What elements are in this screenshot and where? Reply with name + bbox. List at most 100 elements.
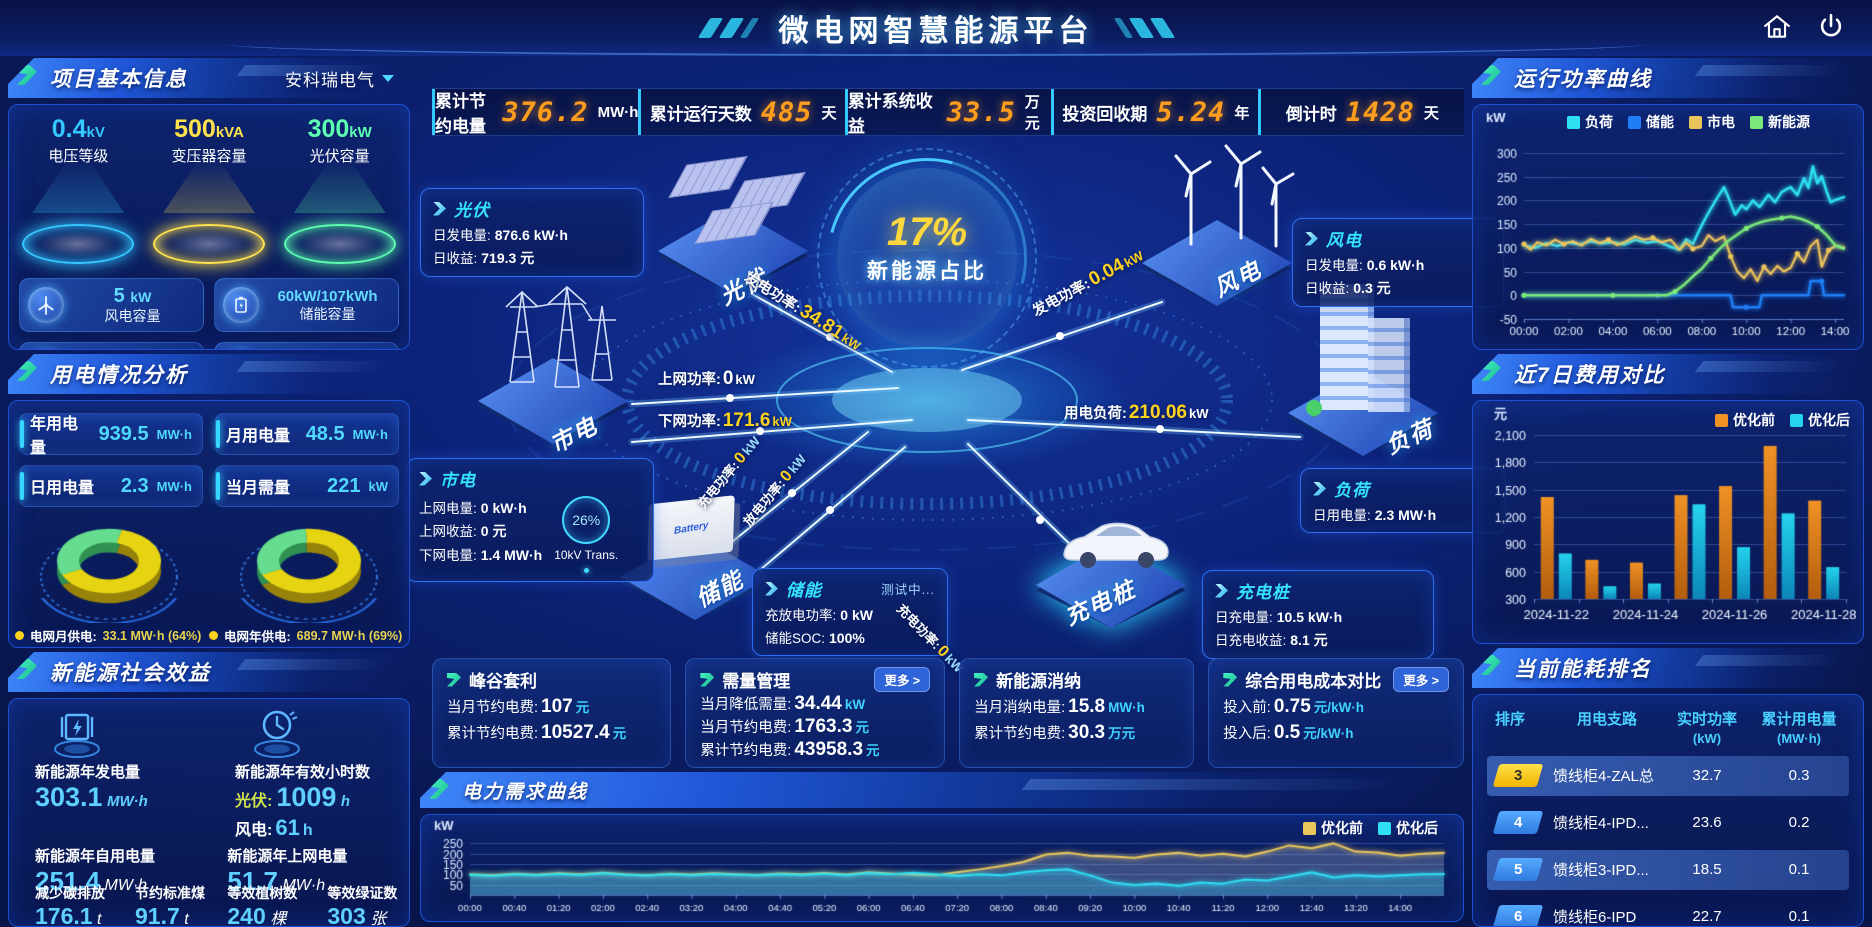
donut-month-legend: 电网月供电:33.1 MW·h (64%) 新能源月消纳:19 MW·h (36… (15, 623, 209, 647)
renewable-share-label: 新能源占比 (867, 260, 987, 283)
legend-item[interactable]: 负荷 (1567, 112, 1613, 132)
legend-item[interactable]: 优化前 (1303, 818, 1363, 838)
legend-item[interactable]: 市电 (1689, 112, 1735, 132)
more-button[interactable]: 更多 > (1393, 667, 1449, 692)
flow-load-power: 用电负荷: 210.06 kW (1064, 402, 1209, 423)
ranking-table-header: 排序 用电支路 实时功率 (kW) 累计用电量 (MW·h) (1495, 711, 1837, 746)
flow-feed-in: 上网功率: 0 kW (658, 368, 755, 389)
gauge-transformer-capacity: 500kVA 变压器容量 (144, 115, 275, 264)
panel-demand-curve: 电力需求曲线 优化前 优化后 (420, 772, 1464, 922)
donut-month-supply-chart (21, 511, 197, 623)
chevron-down-icon (382, 74, 394, 82)
panel-title: 电力需求曲线 (462, 781, 589, 803)
card-ac-charger: 35 kW 交流充电桩 (214, 342, 399, 349)
kpi-payback-period: 投资回收期 5.24 年 (1051, 89, 1257, 135)
panel-title: 项目基本信息 (50, 68, 188, 91)
testing-badge: 测试中... (881, 583, 935, 597)
panel-project-info: 项目基本信息 安科瑞电气 0.4kV 电压等级 500kVA 变压器容量 (8, 58, 410, 350)
benefit-trees-equivalent: 等效植树数 240 棵 (227, 885, 298, 927)
storage-info-box: 储能 测试中... 充放电功率: 0 kW 储能SOC: 100% (752, 568, 948, 656)
card-peak-valley-arbitrage: 峰谷套利 当月节约电费: 107 元 累计节约电费: 10527.4 元 (432, 658, 672, 768)
company-selector[interactable]: 安科瑞电气 (285, 66, 394, 91)
generation-icon (49, 707, 105, 759)
run-power-chart (1478, 109, 1856, 347)
panel-title: 新能源社会效益 (50, 662, 211, 685)
card-demand-management: 需量管理 更多 > 当月降低需量: 34.44 kW 当月节约电费: 1763.3 元 … (685, 658, 946, 768)
flow-wind-generation: 发电功率:0.04kW (1029, 247, 1146, 320)
renewable-share-orb: 17% 新能源占比 (817, 148, 1037, 368)
gauge-pv-capacity: 300kW 光伏容量 (274, 115, 405, 264)
kpi-running-days: 累计运行天数 485 天 (638, 89, 844, 135)
panel-social-benefit: 新能源社会效益 新能源年发电量 303.1 MW·h 新能源年有效小时数 光伏:… (8, 652, 410, 927)
panel-title: 当前能耗排名 (1514, 658, 1652, 681)
renewable-share-value: 17% (886, 210, 968, 254)
glow-disc (153, 224, 265, 264)
panel-ranking-header: 当前能耗排名 (1472, 648, 1864, 688)
home-icon[interactable] (1762, 12, 1792, 42)
hours-clock-icon (249, 707, 305, 759)
gauge-voltage-level: 0.4kV 电压等级 (13, 115, 144, 264)
demand-curve-chart (426, 817, 1456, 919)
benefit-feedin-column: 新能源年上网电量 51.7 MW·h 等效植树数 240 棵 等效绿证数 303… (227, 845, 403, 927)
glow-disc (22, 224, 135, 264)
page-title: 微电网智慧能源平台 (778, 15, 1094, 48)
kpi-bar: 累计节约电量 376.2 MW·h 累计运行天数 485 天 累计系统收益 33… (432, 88, 1464, 136)
card-corner-icon (700, 672, 715, 687)
summary-cards: 峰谷套利 当月节约电费: 107 元 累计节约电费: 10527.4 元 需量管理 更多… (432, 658, 1464, 768)
benefit-annual-generation: 新能源年发电量 303.1 MW·h (9, 703, 209, 841)
legend-item[interactable]: 优化后 (1790, 410, 1850, 430)
more-button[interactable]: 更多 > (874, 667, 931, 692)
card-corner-icon (1223, 672, 1238, 687)
panel-corner-icon (1481, 655, 1501, 675)
panel-corner-icon (17, 361, 37, 381)
card-dc-charger: 110 kW 直流充电桩 (19, 342, 204, 349)
flow-feed-out: 下网功率: 171.6 kW (658, 410, 792, 431)
panel-7day-cost-header: 近7日费用对比 (1472, 354, 1864, 394)
legend-item[interactable]: 优化后 (1378, 818, 1438, 838)
chevron-icon (1313, 481, 1326, 496)
card-corner-icon (447, 672, 461, 687)
power-icon[interactable] (1816, 12, 1846, 42)
load-info-box: 负荷 日用电量: 2.3 MW·h (1300, 468, 1506, 533)
app-header: 微电网智慧能源平台 (0, 0, 1872, 56)
energy-flow-diagram: 光伏 风电 市电 Battery 储能 (400, 132, 1506, 702)
stat-year-energy: 年用电量 939.5 MW·h (19, 413, 203, 457)
panel-title: 运行功率曲线 (1514, 68, 1652, 91)
legend-item[interactable]: 储能 (1628, 112, 1674, 132)
cost-compare-chart (1478, 405, 1856, 641)
panel-energy-ranking: 当前能耗排名 排序 用电支路 实时功率 (kW) 累计用电量 (MW·h) 3 馈线… (1472, 648, 1864, 927)
car-icon (1063, 522, 1169, 568)
panel-demand-header: 电力需求曲线 (420, 772, 1464, 808)
benefit-effective-hours: 新能源年有效小时数 光伏: 1009 h 风电: 61 h (209, 703, 409, 841)
legend-item[interactable]: 优化前 (1715, 410, 1775, 430)
card-storage-capacity: 60kW/107kWh 储能容量 (214, 278, 399, 332)
battery-container-icon: Battery (647, 495, 735, 561)
table-row[interactable]: 3 馈线柜4-ZAL总 32.7 0.3 (1487, 755, 1849, 796)
panel-7day-cost: 近7日费用对比 优化前 优化后 (1472, 354, 1864, 644)
wind-node-platform (1142, 220, 1292, 306)
benefit-coal-saved: 节约标准煤 91.7 t (135, 885, 205, 927)
company-name: 安科瑞电气 (285, 70, 375, 90)
grid-info-box: 市电 上网电量: 0 kW·h 上网收益: 0 元 下网电量: 1.4 MW·h 26… (406, 458, 654, 582)
panel-title: 用电情况分析 (50, 364, 188, 387)
panel-usage-analysis: 用电情况分析 年用电量 939.5 MW·h 月用电量 48.5 MW·h 日用电量… (8, 354, 410, 648)
title-decoration-right (1113, 18, 1175, 38)
table-row[interactable]: 6 馈线柜6-IPD 22.7 0.1 (1487, 897, 1849, 926)
stat-day-energy: 日用电量 2.3 MW·h (19, 465, 203, 507)
table-row[interactable]: 5 馈线柜3-IPD... 18.5 0.1 (1487, 849, 1849, 890)
panel-corner-icon (429, 779, 449, 799)
panel-benefit-header: 新能源社会效益 (8, 652, 410, 692)
battery-icon (223, 287, 259, 323)
ranking-table: 排序 用电支路 实时功率 (kW) 累计用电量 (MW·h) 3 馈线柜4-ZAL总… (1473, 695, 1863, 926)
grid-towers-icon (505, 285, 616, 388)
card-wind-capacity: 5 kW 风电容量 (19, 278, 204, 332)
card-renewable-consumption: 新能源消纳 当月消纳电量: 15.8 MW·h 累计节约电费: 30.3 万元 (959, 658, 1195, 768)
table-row[interactable]: 4 馈线柜4-IPD... 23.6 0.2 (1487, 803, 1849, 843)
legend-item[interactable]: 新能源 (1750, 112, 1810, 132)
transformer-load-gauge: 26% 10kV Trans. (550, 494, 622, 573)
benefit-self-use-column: 新能源年自用电量 251.4 MW·h 减少碳排放 176.1 t 节约标准煤 … (35, 845, 219, 927)
panel-corner-icon (1481, 65, 1501, 85)
panel-corner-icon (17, 659, 37, 679)
demand-chart-legend: 优化前 优化后 (1288, 818, 1438, 840)
panel-usage-header: 用电情况分析 (8, 354, 410, 394)
